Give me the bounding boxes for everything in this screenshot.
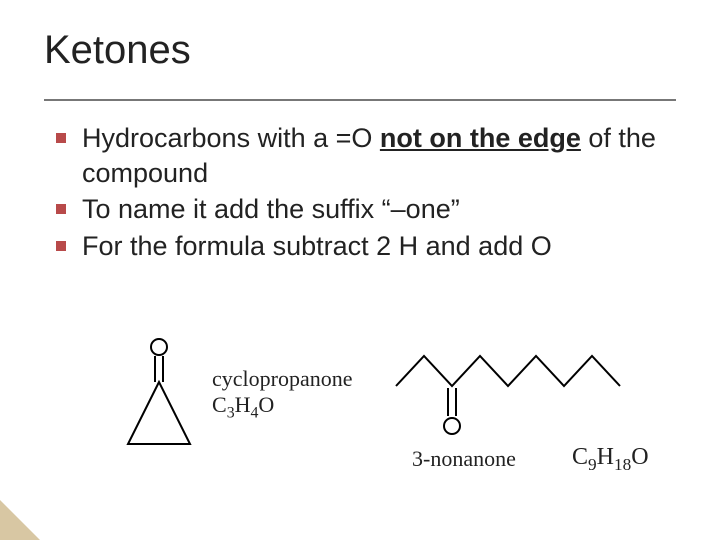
bullet-text-pre: To name it add the suffix “–one” (82, 194, 460, 224)
bullet-marker (56, 133, 66, 143)
bullet-list: Hydrocarbons with a =O not on the edge o… (44, 121, 676, 263)
list-item: For the formula subtract 2 H and add O (52, 229, 676, 264)
page-title: Ketones (44, 28, 676, 79)
bullet-text-pre: Hydrocarbons with a =O (82, 123, 380, 153)
oxygen-atom (444, 418, 460, 434)
cyclopropanone-structure (118, 332, 208, 462)
cyclopropane-ring (128, 382, 190, 444)
figures-region: cyclopropanone C3H4O 3-nonanone C9H18O (0, 332, 720, 512)
compound-formula: C3H4O (212, 392, 353, 422)
slide: Ketones Hydrocarbons with a =O not on th… (0, 0, 720, 540)
nonanone-name: 3-nonanone (412, 446, 516, 472)
list-item: To name it add the suffix “–one” (52, 192, 676, 227)
corner-accent (0, 476, 64, 540)
bullet-text-emph: not on the edge (380, 123, 581, 153)
compound-name: cyclopropanone (212, 366, 353, 392)
cyclopropanone-label: cyclopropanone C3H4O (212, 366, 353, 423)
nonanone-formula: C9H18O (572, 444, 649, 475)
title-divider (44, 99, 676, 101)
oxygen-atom (151, 339, 167, 355)
list-item: Hydrocarbons with a =O not on the edge o… (52, 121, 676, 190)
carbon-chain (396, 356, 620, 386)
bullet-text-pre: For the formula subtract 2 H and add O (82, 231, 552, 261)
bullet-marker (56, 204, 66, 214)
bullet-marker (56, 241, 66, 251)
